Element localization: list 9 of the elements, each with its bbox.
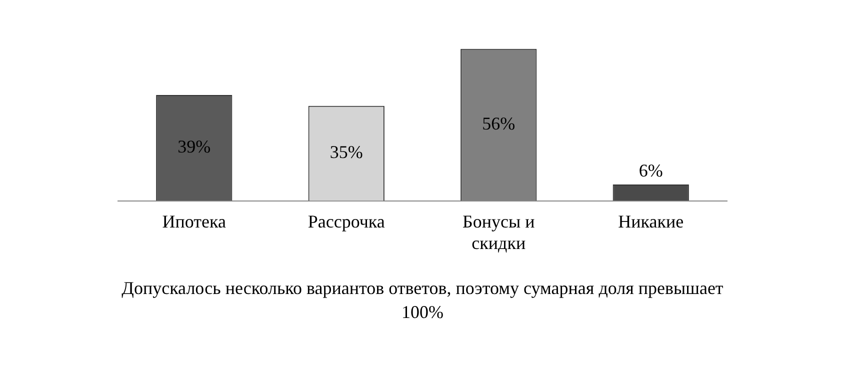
x-tick-label: Рассрочка	[308, 211, 385, 232]
text: Допускалось несколько вариантов ответов, поэтому сумарная доля превышает 100%	[120, 277, 724, 324]
data-label: 39%	[178, 136, 211, 157]
data-label: 6%	[638, 160, 663, 180]
x-tick-label: Бонусы и скидки	[462, 211, 536, 253]
data-label: 35%	[330, 142, 363, 162]
x-tick-label: Никакие	[618, 211, 684, 232]
data-label: 56%	[482, 114, 516, 134]
x-tick-label: Ипотека	[162, 211, 226, 232]
